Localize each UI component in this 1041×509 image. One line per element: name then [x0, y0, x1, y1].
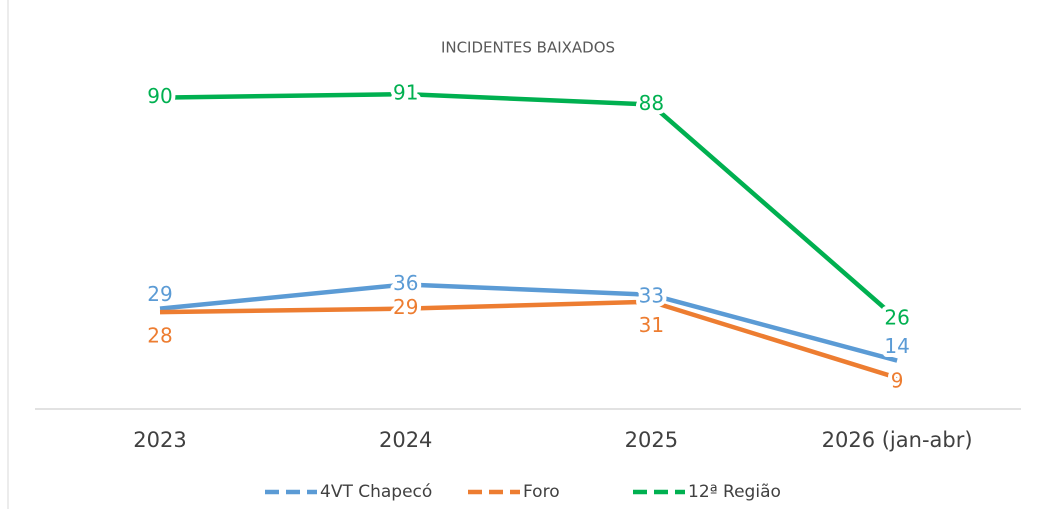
line-series [159, 91, 899, 321]
data-label: 91 [393, 81, 418, 105]
data-label: 33 [639, 283, 664, 307]
legend-label: Foro [523, 482, 560, 502]
data-label: 31 [639, 313, 664, 337]
x-tick-label: 2023 [133, 428, 186, 452]
data-label: 29 [147, 282, 172, 306]
x-tick-label: 2024 [379, 428, 432, 452]
data-label: 9 [891, 368, 904, 392]
data-label: 26 [884, 306, 909, 330]
legend-label: 12ª Região [688, 482, 781, 502]
data-label: 29 [393, 295, 418, 319]
x-tick-label: 2026 (jan-abr) [822, 428, 973, 452]
line-series [159, 282, 898, 363]
data-label: 14 [884, 334, 909, 358]
line-series [159, 299, 898, 381]
x-tick-label: 2025 [625, 428, 678, 452]
data-label: 88 [639, 91, 664, 115]
legend-label: 4VT Chapecó [320, 482, 432, 502]
data-label: 90 [147, 84, 172, 108]
data-label: 28 [147, 324, 172, 348]
data-label: 36 [393, 271, 418, 295]
chart-title: INCIDENTES BAIXADOS [441, 39, 615, 57]
